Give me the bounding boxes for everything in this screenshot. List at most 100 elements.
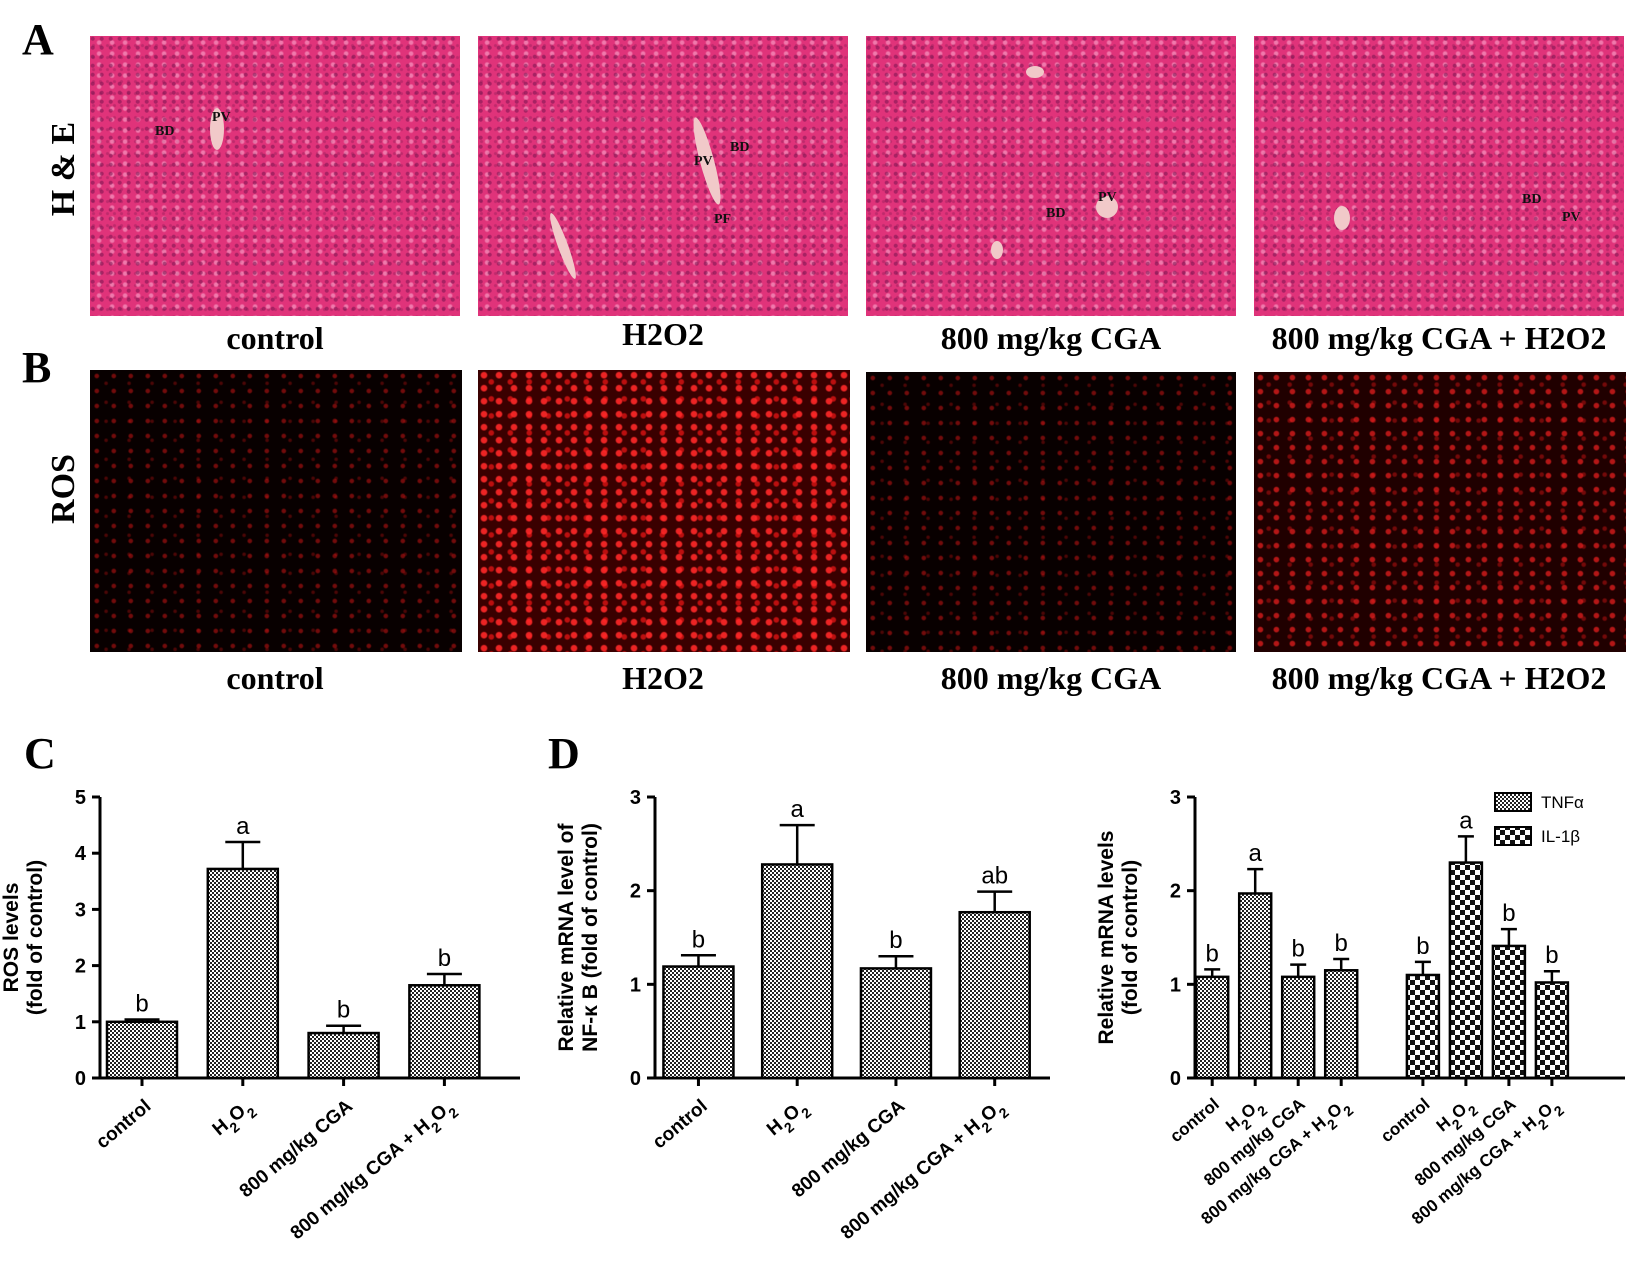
bar: [1491, 944, 1527, 1080]
x-tick-label: control: [649, 1096, 712, 1153]
bar: [105, 1020, 179, 1080]
condition-label: control: [226, 660, 324, 696]
y-axis-label: (fold of control): [1119, 860, 1142, 1015]
legend-label: IL-1β: [1541, 827, 1580, 846]
significance-label: b: [889, 927, 902, 954]
central-vein: [1334, 206, 1350, 230]
central-vein: [991, 241, 1003, 259]
he-image-cga-h2o2: BD PV: [1254, 36, 1624, 316]
significance-label: a: [791, 796, 805, 823]
annotation-pv: PV: [1562, 210, 1581, 225]
x-tick-label: control: [1377, 1095, 1433, 1147]
bar: [408, 984, 481, 1080]
significance-label: b: [1416, 933, 1429, 960]
significance-label: b: [1335, 930, 1348, 957]
y-axis-label: NF-κ B (fold of control): [579, 823, 602, 1052]
condition-label: 800 mg/kg CGA + H2O2: [1271, 660, 1607, 696]
bar: [760, 863, 834, 1080]
x-tick-label: H2O2: [1222, 1094, 1270, 1140]
bar: [1448, 861, 1484, 1080]
bar: [206, 867, 280, 1080]
significance-label: b: [337, 997, 350, 1024]
ros-image-control: [90, 370, 462, 652]
annotation-pv: PV: [212, 110, 231, 125]
he-image-control: BD PV: [90, 36, 460, 316]
legend-swatch: [1494, 792, 1532, 812]
ros-image-cga-h2o2: [1254, 372, 1626, 652]
ros-image-cga: [866, 372, 1236, 652]
y-tick-label: 0: [75, 1068, 86, 1090]
y-tick-label: 4: [75, 843, 87, 865]
bar: [859, 967, 933, 1080]
condition-label: 800 mg/kg CGA + H2O2: [1271, 320, 1607, 356]
y-tick-label: 2: [75, 956, 86, 978]
condition-label: H2O2: [622, 660, 704, 696]
x-tick-label: 800 mg/kg CGA: [236, 1096, 357, 1203]
bar: [1280, 975, 1316, 1080]
x-tick-label: 800 mg/kg CGA + H2O2: [1408, 1094, 1567, 1233]
y-tick-label: 2: [1170, 881, 1181, 903]
panel-letter-d: D: [548, 729, 580, 778]
legend-swatch: [1494, 826, 1532, 846]
y-tick-label: 3: [1170, 787, 1181, 809]
y-axis-label: Relative mRNA level of: [555, 823, 578, 1052]
he-image-h2o2: PV BD PF: [478, 36, 848, 316]
legend-label: TNFα: [1541, 793, 1584, 812]
y-tick-label: 0: [630, 1068, 641, 1090]
row-label-ros: ROS: [45, 454, 82, 524]
condition-label: 800 mg/kg CGA: [940, 660, 1162, 696]
significance-label: b: [135, 991, 148, 1018]
annotation-bd: BD: [1046, 206, 1066, 221]
significance-label: b: [1545, 942, 1558, 969]
row-label-he: H & E: [45, 121, 82, 217]
bar: [1405, 973, 1441, 1080]
x-tick-label: 800 mg/kg CGA: [1200, 1095, 1308, 1190]
portal-vein: [1096, 196, 1118, 218]
condition-label: control: [226, 320, 324, 356]
y-tick-label: 1: [75, 1012, 86, 1034]
significance-label: a: [236, 813, 250, 840]
significance-label: a: [1249, 840, 1263, 867]
annotation-bd: BD: [155, 124, 175, 139]
y-tick-label: 1: [1170, 974, 1181, 996]
significance-label: ab: [981, 863, 1008, 890]
significance-label: b: [1206, 940, 1219, 967]
significance-label: b: [1502, 900, 1515, 927]
x-tick-label: control: [1166, 1095, 1222, 1147]
x-tick-label: 800 mg/kg CGA: [1411, 1095, 1519, 1190]
ros-image-h2o2: [478, 370, 850, 652]
bar: [307, 1031, 380, 1080]
x-tick-label: 800 mg/kg CGA + H2O2: [1197, 1094, 1356, 1233]
x-tick-label: 800 mg/kg CGA: [788, 1096, 909, 1203]
x-tick-label: H2O2: [209, 1096, 260, 1145]
x-tick-label: 800 mg/kg CGA + H2O2: [287, 1096, 462, 1249]
panel-letter-a: A: [22, 15, 54, 64]
y-tick-label: 3: [75, 899, 86, 921]
annotation-pv: PV: [694, 154, 713, 169]
significance-label: b: [692, 926, 705, 953]
x-tick-label: 800 mg/kg CGA + H2O2: [837, 1096, 1012, 1249]
significance-label: b: [1292, 936, 1305, 963]
x-tick-label: control: [92, 1096, 155, 1153]
panel-letter-c: C: [24, 729, 56, 778]
x-tick-label: H2O2: [763, 1096, 814, 1145]
x-tick-label: H2O2: [1433, 1094, 1481, 1140]
y-tick-label: 5: [75, 787, 86, 809]
y-axis-label: (fold of control): [24, 860, 47, 1015]
portal-vein: [210, 108, 224, 150]
y-tick-label: 3: [630, 787, 641, 809]
y-tick-label: 1: [630, 974, 641, 996]
annotation-bd: BD: [730, 140, 750, 155]
condition-label: H2O2: [622, 316, 704, 352]
y-axis-label: Relative mRNA levels: [1095, 831, 1118, 1045]
y-axis-label: ROS levels: [0, 883, 23, 993]
central-vein: [1026, 66, 1044, 78]
bar: [1194, 975, 1230, 1080]
he-image-cga: BD PV: [866, 36, 1236, 316]
condition-label: 800 mg/kg CGA: [940, 320, 1162, 356]
bar: [662, 965, 735, 1080]
bar: [958, 910, 1031, 1080]
annotation-pv: PV: [1098, 190, 1117, 205]
y-tick-label: 0: [1170, 1068, 1181, 1090]
significance-label: b: [438, 945, 451, 972]
